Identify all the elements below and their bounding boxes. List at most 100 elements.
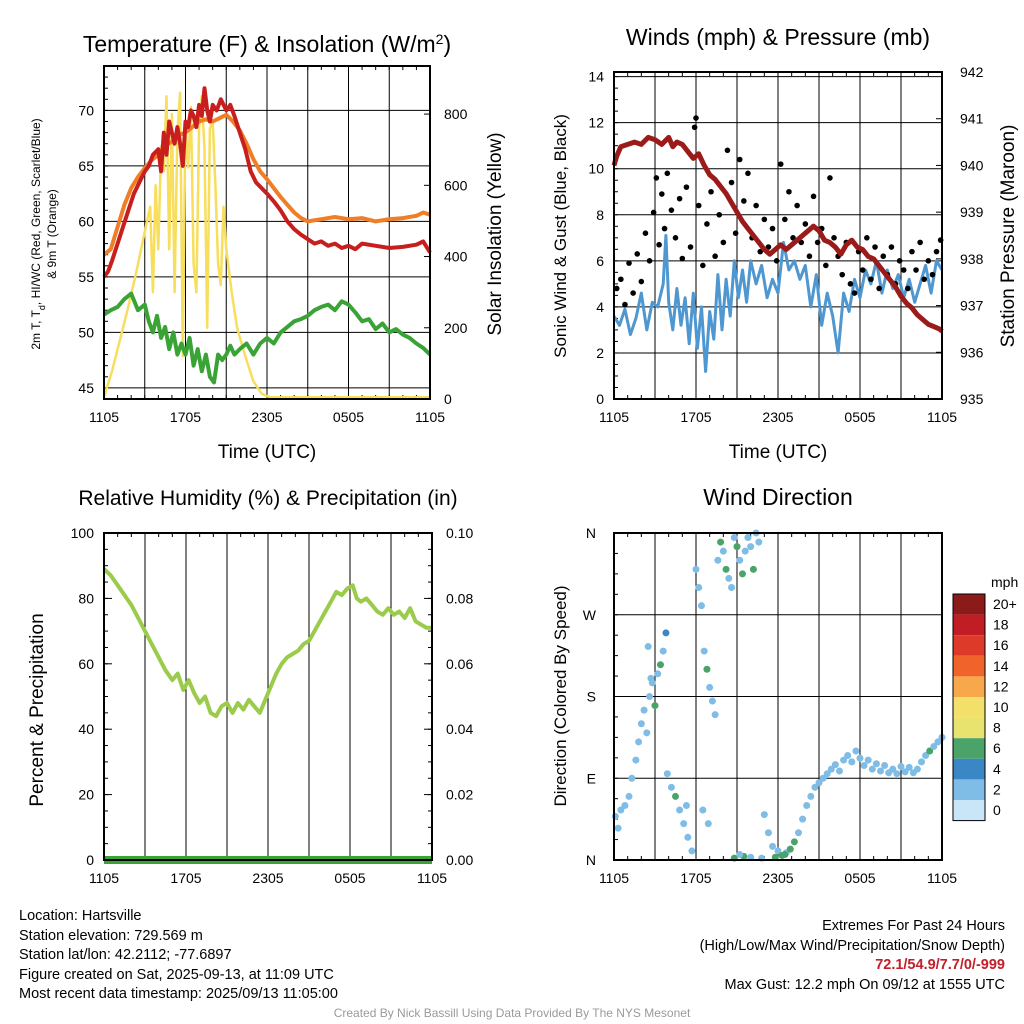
direction-point <box>700 647 708 655</box>
y-tick-label-left: 55 <box>78 269 94 285</box>
y-tick-label-left: 0 <box>86 852 94 868</box>
x-tick-label: 2305 <box>251 409 282 425</box>
direction-point <box>704 820 712 828</box>
gust-point <box>618 276 624 283</box>
direction-point <box>741 547 749 555</box>
y-tick-label-right: 0.02 <box>446 787 473 803</box>
gust-point <box>672 235 679 241</box>
plot-border <box>613 71 943 400</box>
direction-point <box>913 765 921 773</box>
y-tick-label-left: 12 <box>588 115 604 131</box>
direction-point <box>717 538 725 546</box>
y-tick-label-left: 8 <box>596 207 604 223</box>
gust-point <box>724 147 731 154</box>
chart-title: Wind Direction <box>703 484 853 510</box>
gust-point <box>728 179 735 186</box>
gust-point <box>683 184 690 190</box>
gust-point <box>716 211 723 218</box>
y-tick-label-left: 4 <box>596 299 604 315</box>
direction-point <box>803 802 811 809</box>
colorbar-label: 6 <box>993 740 1001 756</box>
colorbar-title: mph <box>991 574 1018 590</box>
direction-point <box>755 538 763 546</box>
y-tick-label-right: 200 <box>444 320 468 336</box>
direction-point <box>611 812 619 820</box>
colorbar-swatch <box>953 758 985 780</box>
y-tick-label-left: E <box>587 770 596 786</box>
direction-point <box>646 693 654 700</box>
x-tick-label: 1105 <box>599 870 629 886</box>
direction-point <box>632 756 640 764</box>
gust-point <box>765 244 772 250</box>
direction-point <box>643 729 651 737</box>
direction-point <box>815 779 823 787</box>
x-tick-label: 1105 <box>89 409 119 425</box>
y-tick-label-right: 935 <box>960 391 984 407</box>
colorbar-label: 12 <box>993 678 1009 694</box>
direction-point <box>823 770 831 778</box>
y-tick-label-left: 0 <box>596 391 604 407</box>
y-tick-label-right: 0.10 <box>446 525 473 541</box>
colorbar-swatch <box>953 738 985 759</box>
x-tick-label: 1105 <box>927 409 957 425</box>
gust-point <box>823 262 829 269</box>
colorbar-label: 14 <box>993 658 1009 674</box>
gust-point <box>693 115 699 121</box>
gust-point <box>695 202 702 209</box>
x-tick-label: 1105 <box>927 870 957 886</box>
y-axis-label-left: 2m T, Td, HI/WC (Red, Green, Scarlet/Blu… <box>29 118 47 349</box>
direction-point <box>930 742 938 750</box>
gust-point <box>753 202 759 209</box>
direction-point <box>706 683 714 691</box>
gust-point <box>839 271 846 278</box>
gust-point <box>814 239 821 246</box>
colorbar-label: 18 <box>993 617 1009 633</box>
direction-point <box>926 747 934 755</box>
gust-point <box>909 248 915 255</box>
direction-point <box>711 711 719 719</box>
direction-point <box>676 806 684 814</box>
gust-point <box>626 260 632 266</box>
y-tick-label-left: 2 <box>596 345 604 361</box>
direction-point <box>672 792 679 800</box>
direction-point <box>614 824 622 832</box>
direction-point <box>764 829 772 837</box>
gust-point <box>712 253 718 260</box>
y-tick-label-left: S <box>587 689 596 705</box>
colorbar-swatch <box>953 635 985 656</box>
direction-point <box>934 738 942 746</box>
gust-point <box>656 241 662 248</box>
direction-point <box>918 758 925 766</box>
direction-point <box>769 842 777 850</box>
gust-point <box>679 255 686 262</box>
gust-point <box>847 281 854 287</box>
figure-created: Figure created on Sat, 2025-09-13, at 11… <box>19 966 334 983</box>
gust-point <box>900 267 907 273</box>
gust-point <box>642 230 649 236</box>
direction-point <box>695 584 703 591</box>
gust-point <box>876 285 882 292</box>
gust-point <box>638 278 645 285</box>
gust-point <box>732 230 739 236</box>
gust-point <box>782 216 788 223</box>
direction-point <box>637 720 645 728</box>
y-tick-label-left: 100 <box>71 525 95 541</box>
chart-humidity: 1105 1705 2305 0505 1105 0 0.00 20 0.02 40 0.04 60 0… <box>27 487 473 886</box>
extremes-subtitle: (High/Low/Max Wind/Precipitation/Snow De… <box>699 937 1005 954</box>
direction-point <box>738 570 746 578</box>
direction-point <box>831 761 839 769</box>
direction-point <box>703 665 711 673</box>
series-line-temp_red <box>102 86 432 279</box>
gust-point <box>668 207 675 213</box>
y-tick-label-right: 600 <box>444 177 468 193</box>
gust-point <box>646 258 653 264</box>
gust-point <box>864 235 870 241</box>
y-tick-label-right: 937 <box>960 298 984 314</box>
gust-point <box>933 248 940 255</box>
direction-point <box>881 762 889 770</box>
y-tick-label-left: 20 <box>78 787 94 803</box>
direction-point <box>811 783 819 791</box>
chart-winds: 1105 1705 2305 0505 1105 0 2 4 6 8 10 12 14 935 936 937… <box>551 24 1019 463</box>
direction-point <box>760 811 768 819</box>
